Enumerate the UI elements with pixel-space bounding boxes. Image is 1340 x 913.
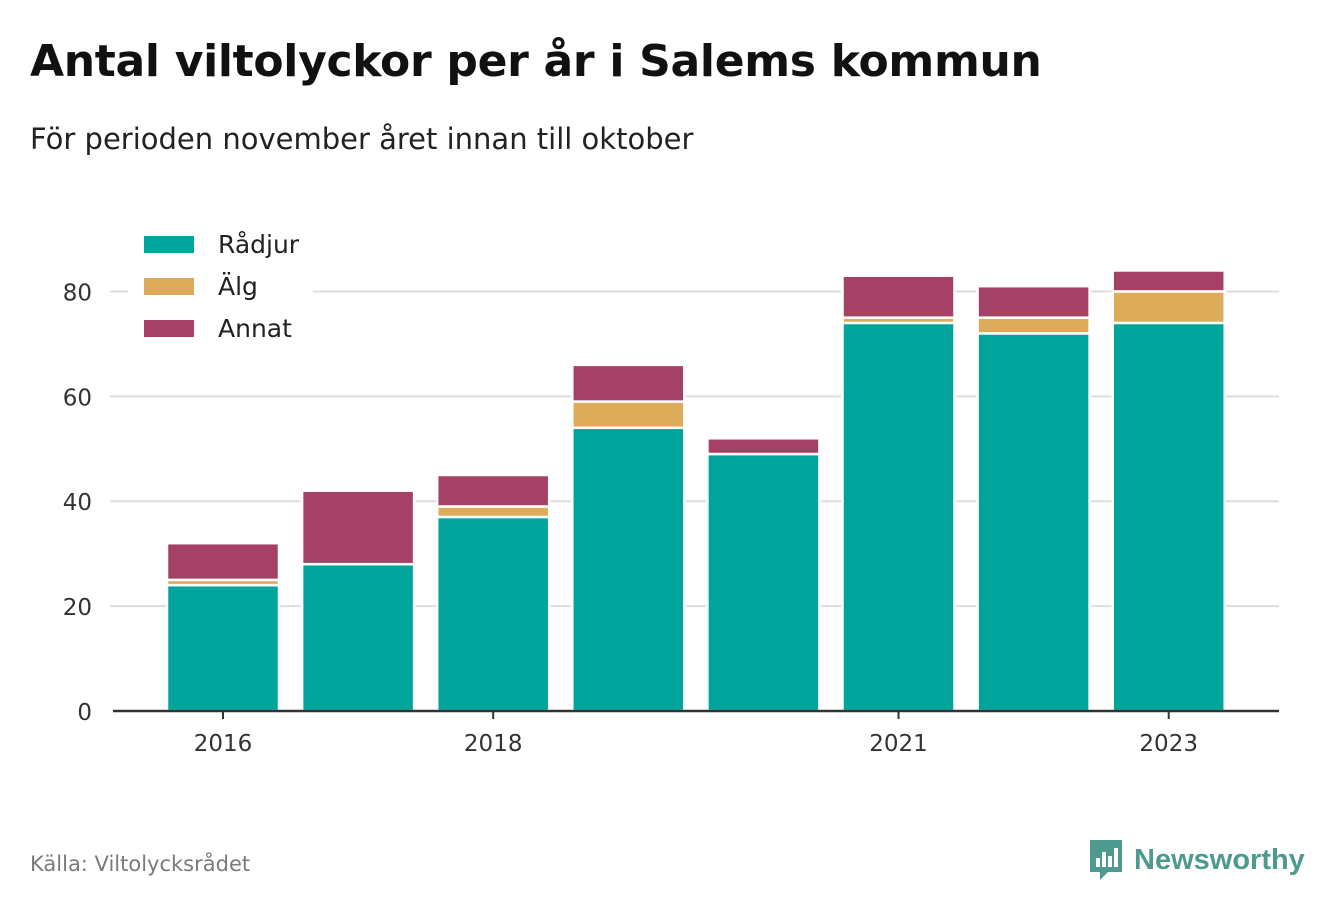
x-tick-label: 2023: [1139, 731, 1198, 757]
source-note: Källa: Viltolycksrådet: [30, 852, 251, 876]
x-tick-label: 2018: [464, 731, 523, 757]
bar-segment: [976, 316, 1091, 335]
brand-name: Newsworthy: [1134, 843, 1305, 876]
bar-segment: [435, 505, 551, 519]
y-tick-label: 60: [63, 385, 92, 411]
bar-segment: [976, 284, 1091, 319]
legend-label: Annat: [218, 314, 292, 343]
x-tick-label: 2021: [869, 731, 928, 757]
y-tick-label: 0: [77, 700, 92, 726]
x-tick-label: 2016: [194, 731, 253, 757]
y-tick-label: 40: [63, 490, 92, 516]
bar-segment: [1111, 321, 1226, 713]
bar-segment: [300, 562, 416, 713]
bar-segment: [1111, 290, 1226, 325]
bar-segment: [706, 437, 821, 456]
chart-title: Antal viltolyckor per år i Salems kommun: [30, 36, 1042, 87]
bar-segment: [300, 489, 416, 566]
y-tick-label: 80: [63, 280, 92, 306]
bar-segment: [435, 515, 551, 713]
legend-swatch: [144, 278, 194, 295]
legend-swatch: [144, 236, 194, 253]
brand-logo: Newsworthy: [1088, 838, 1305, 882]
legend-label: Rådjur: [218, 230, 300, 259]
bar-segment: [841, 274, 956, 319]
legend-label: Älg: [218, 272, 258, 301]
bar-segment: [976, 332, 1091, 713]
bar-segment: [165, 541, 281, 582]
bar-segment: [435, 473, 551, 508]
y-tick-label: 20: [63, 595, 92, 621]
bar-segment: [841, 321, 956, 713]
bar-segment: [1111, 269, 1226, 293]
bar-segment: [571, 400, 686, 430]
legend-swatch: [144, 320, 194, 337]
bar-chart-speech-bubble-icon: [1090, 840, 1122, 880]
chart-subtitle: För perioden november året innan till ok…: [30, 122, 694, 156]
bar-segment: [706, 452, 821, 713]
bar-segment: [571, 426, 686, 713]
bar-segment: [571, 363, 686, 403]
bar-segment: [165, 583, 281, 713]
